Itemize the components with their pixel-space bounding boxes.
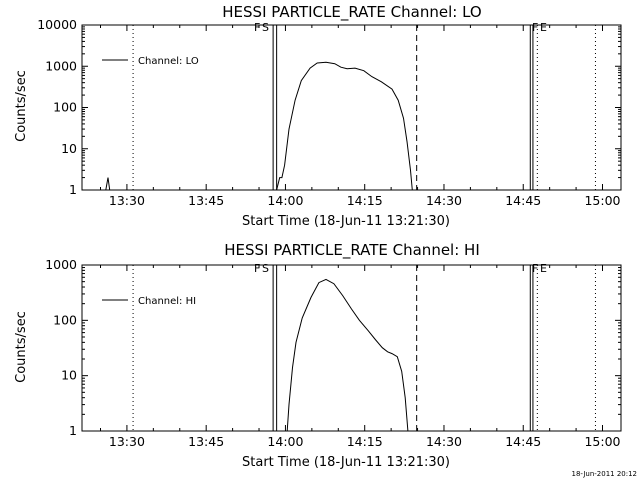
x-tick-label: 14:30 (426, 193, 462, 208)
y-tick-label: 1000 (45, 58, 77, 73)
x-tick-label: 13:45 (188, 434, 224, 449)
hi-plot-area: 13:30 13:45 14:00 14:15 14:30 14:45 15:00 1 10 10… (45, 257, 621, 449)
y-tick-label: 100 (53, 100, 77, 115)
x-tick-label: 14:45 (505, 434, 541, 449)
hi-plot-frame (81, 264, 622, 432)
y-tick-label: 100 (53, 312, 77, 327)
y-tick-label: 1 (69, 423, 77, 438)
hi-y-axis-label: Counts/sec (14, 311, 29, 383)
hi-channel-panel: HESSI PARTICLE_RATE Channel: HI Counts/s… (14, 241, 622, 470)
footer-timestamp: 18-Jun-2011 20:12 (572, 470, 638, 478)
lo-x-axis-label: Start Time (18-Jun-11 13:21:30) (242, 214, 450, 229)
lo-y-axis-label: Counts/sec (14, 70, 29, 142)
x-tick-label: 13:30 (109, 193, 145, 208)
lo-plot-area: 13:30 13:45 14:00 14:15 14:30 14:45 15:00 1 10 10… (37, 17, 621, 208)
x-tick-label: 13:45 (188, 193, 224, 208)
x-tick-label: 14:00 (267, 434, 303, 449)
x-tick-label: 14:30 (426, 434, 462, 449)
lo-end-f-label: F (532, 21, 538, 34)
x-tick-label: 13:30 (109, 434, 145, 449)
hi-legend-label: Channel: HI (138, 296, 196, 307)
y-tick-label: 1 (69, 182, 77, 197)
lo-panel-title: HESSI PARTICLE_RATE Channel: LO (222, 3, 481, 22)
y-tick-label: 10 (61, 368, 77, 383)
lo-start-s-label: S (262, 21, 269, 34)
hi-x-axis-label: Start Time (18-Jun-11 13:21:30) (242, 455, 450, 470)
hi-panel-title: HESSI PARTICLE_RATE Channel: HI (224, 241, 480, 260)
x-tick-label: 14:00 (267, 193, 303, 208)
lo-start-f-label: F (254, 21, 260, 34)
series-line (286, 278, 409, 432)
x-tick-label: 15:00 (584, 434, 620, 449)
x-tick-label: 15:00 (584, 193, 620, 208)
y-tick-label: 10 (61, 141, 77, 156)
lo-legend-label: Channel: LO (138, 56, 199, 67)
series-line (105, 61, 413, 191)
y-tick-label: 1000 (45, 257, 77, 272)
x-tick-label: 14:45 (505, 193, 541, 208)
x-tick-label: 14:15 (347, 434, 383, 449)
hi-end-f-label: F (532, 262, 538, 275)
hi-start-s-label: S (262, 262, 269, 275)
hi-end-e-label: E (540, 262, 547, 275)
y-tick-label: 10000 (37, 17, 77, 32)
lo-plot-frame (81, 24, 622, 191)
lo-end-e-label: E (540, 21, 547, 34)
lo-channel-panel: HESSI PARTICLE_RATE Channel: LO Counts/s… (14, 3, 622, 229)
hi-start-f-label: F (254, 262, 260, 275)
x-tick-label: 14:15 (347, 193, 383, 208)
